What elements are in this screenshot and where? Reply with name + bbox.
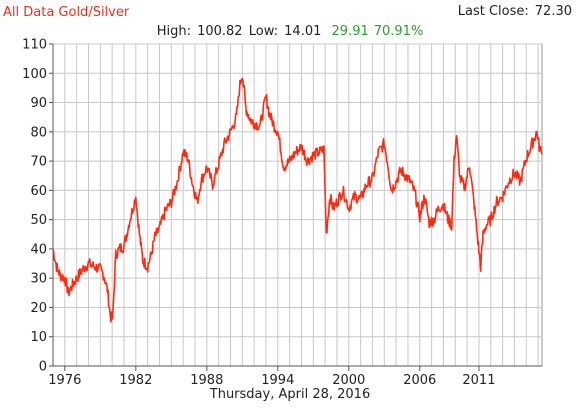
x-tick-label: 2006: [403, 373, 436, 388]
plot-area: [52, 43, 543, 367]
chart-date: Thursday, April 28, 2016: [209, 387, 371, 402]
low-value: 14.01: [284, 24, 322, 39]
y-tick-label: 0: [39, 360, 47, 375]
x-tick-label: 1976: [48, 373, 81, 388]
y-tick-label: 110: [22, 38, 47, 53]
y-tick-label: 80: [30, 125, 47, 140]
low-label: Low:: [248, 24, 279, 39]
change-pct: 70.91%: [373, 24, 424, 39]
last-close-value: 72.30: [534, 4, 572, 19]
x-tick-label: 2000: [332, 373, 365, 388]
y-tick-label: 10: [30, 330, 47, 345]
series-line: [52, 77, 543, 323]
y-tick-label: 30: [30, 272, 47, 287]
high-value: 100.82: [197, 24, 243, 39]
last-close-label: Last Close:: [457, 4, 529, 19]
high-label: High:: [156, 24, 191, 39]
y-tick-label: 100: [22, 67, 47, 82]
y-tick-label: 50: [30, 213, 47, 228]
y-tick-label: 20: [30, 301, 47, 316]
y-tick-label: 70: [30, 155, 47, 170]
chart-title: All Data Gold/Silver: [3, 5, 130, 20]
last-close: Last Close: 72.30: [458, 4, 572, 19]
x-tick-label: 1988: [190, 373, 223, 388]
x-tick-label: 2011: [462, 373, 495, 388]
y-tick-label: 60: [30, 184, 47, 199]
change-value: 29.91: [331, 24, 369, 39]
x-tick-label: 1994: [261, 373, 294, 388]
stats-line: High: 100.82 Low: 14.01 29.91 70.91%: [0, 24, 580, 39]
x-tick-label: 1982: [119, 373, 152, 388]
y-tick-label: 40: [30, 242, 47, 257]
y-tick-label: 90: [30, 96, 47, 111]
